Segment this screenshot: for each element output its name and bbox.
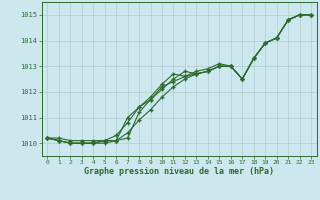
X-axis label: Graphe pression niveau de la mer (hPa): Graphe pression niveau de la mer (hPa) bbox=[84, 167, 274, 176]
